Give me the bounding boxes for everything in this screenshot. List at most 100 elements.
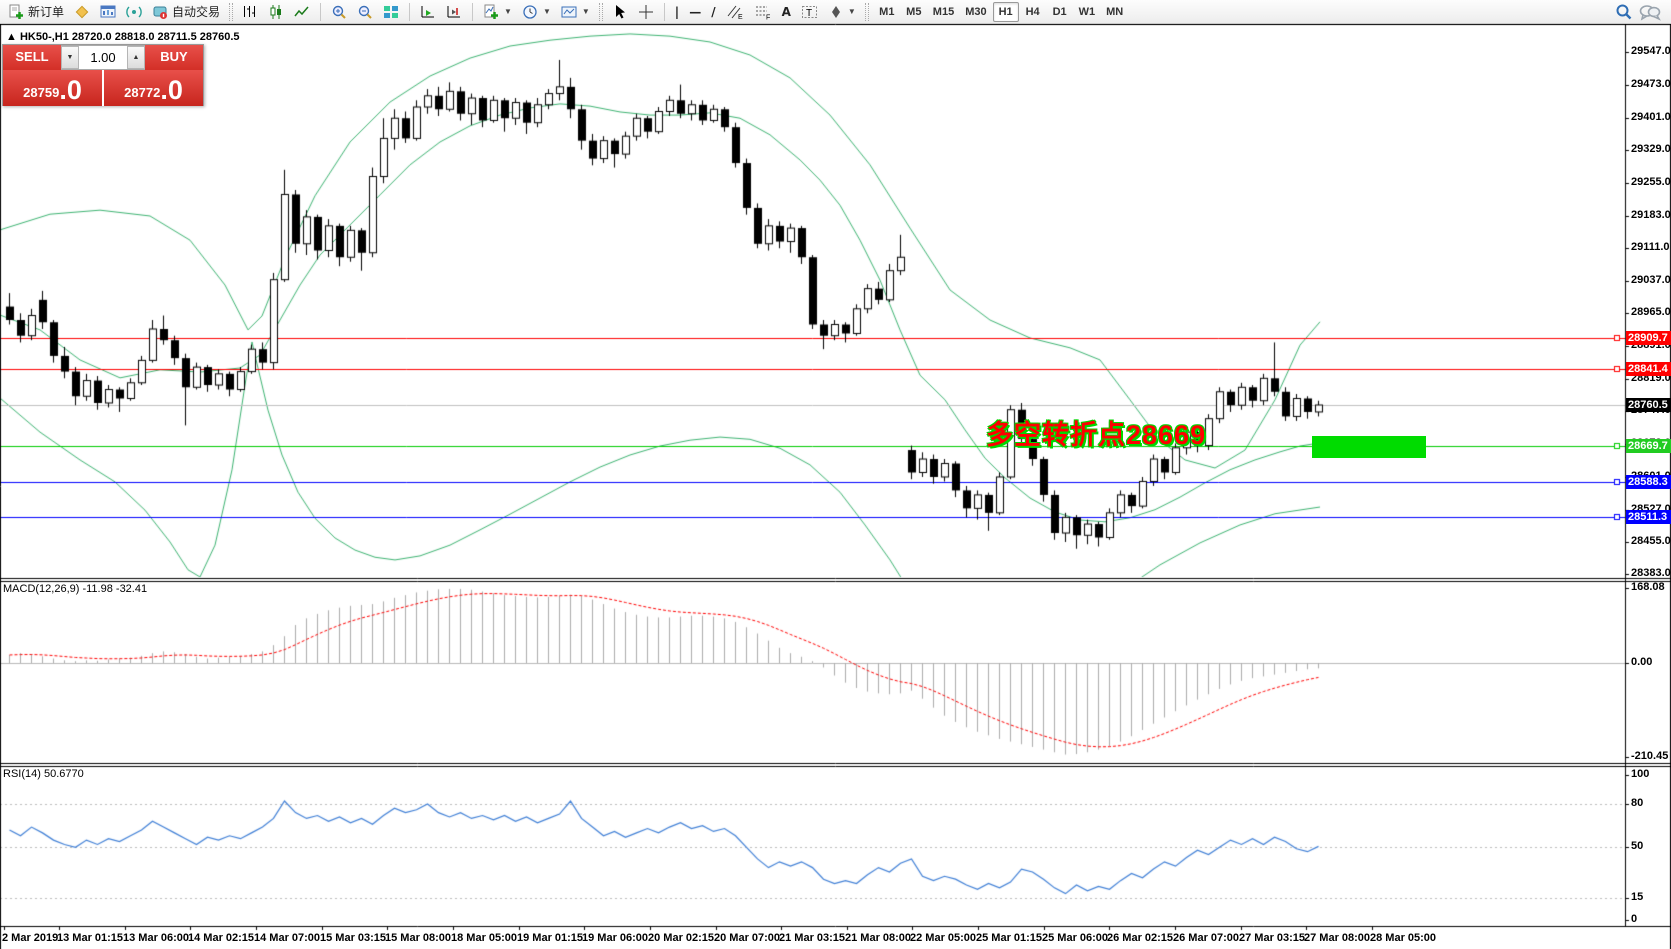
zoom-in-icon <box>331 4 347 20</box>
trendline-icon: / <box>711 4 716 19</box>
time-axis-label: 15 Mar 03:15 <box>320 932 387 944</box>
zoom-out-button[interactable] <box>353 1 377 22</box>
market-watch-button[interactable] <box>70 1 94 22</box>
templates-button[interactable]: ▼ <box>557 1 594 22</box>
zoom-in-button[interactable] <box>327 1 351 22</box>
fibonacci-button[interactable]: F <box>750 1 776 22</box>
time-axis-label: 28 Mar 05:00 <box>1370 932 1437 944</box>
cursor-button[interactable] <box>608 1 632 22</box>
time-axis-label: 15 Mar 08:00 <box>385 932 452 944</box>
chat-icon[interactable] <box>1639 3 1661 21</box>
periods-button[interactable]: ▼ <box>518 1 555 22</box>
buy-button[interactable]: BUY <box>145 45 203 70</box>
toolbar-separator <box>320 2 322 21</box>
signal-button[interactable] <box>122 1 146 22</box>
bar-chart-button[interactable] <box>238 1 262 22</box>
crosshair-button[interactable] <box>634 1 658 22</box>
time-axis-label: 13 Mar 06:00 <box>123 932 190 944</box>
time-axis-label: 20 Mar 07:00 <box>714 932 781 944</box>
data-window-button[interactable] <box>96 1 120 22</box>
macd-indicator-label: MACD(12,26,9) -11.98 -32.41 <box>3 583 148 595</box>
timeframe-button-m5[interactable]: M5 <box>906 5 922 18</box>
tile-windows-button[interactable] <box>379 1 403 22</box>
chart-shift-icon <box>446 4 462 20</box>
svg-text:T: T <box>806 8 812 19</box>
collapse-arrow-icon[interactable]: ▲ <box>6 31 20 43</box>
buy-price-main: 28772 <box>124 85 161 100</box>
symbol-ohlc-text: HK50-,H1 28720.0 28818.0 28711.5 28760.5 <box>19 31 240 43</box>
autotrading-label: 自动交易 <box>172 5 221 19</box>
line-chart-icon <box>294 4 310 20</box>
timeframe-group: M1 M5 M15 M30 H1 H4 D1 W1 MN <box>874 1 1128 22</box>
timeframe-button-h4[interactable]: H4 <box>1025 5 1040 18</box>
cursor-icon <box>612 4 628 20</box>
template-icon <box>561 4 577 20</box>
price-axis-label: 28383.0 <box>1631 567 1671 579</box>
price-axis-label: 28965.0 <box>1631 306 1671 318</box>
current-price-badge: 28760.5 <box>1626 398 1671 412</box>
text-button[interactable]: A <box>778 1 795 22</box>
search-icon[interactable] <box>1615 3 1633 21</box>
sell-price-main: 28759 <box>23 85 60 100</box>
symbol-info-bar: ▲ HK50-,H1 28720.0 28818.0 28711.5 28760… <box>6 31 240 43</box>
auto-scroll-button[interactable] <box>416 1 440 22</box>
line-chart-button[interactable] <box>290 1 314 22</box>
arrows-button[interactable]: ▼ <box>825 1 860 22</box>
time-axis-label: 20 Mar 02:15 <box>648 932 715 944</box>
volume-decrease-button[interactable]: ▼ <box>61 46 79 69</box>
auto-scroll-icon <box>420 4 436 20</box>
highlight-rectangle <box>1312 436 1426 458</box>
timeframe-button-w1[interactable]: W1 <box>1078 5 1096 18</box>
hline-price-badge: 28909.7 <box>1626 331 1671 345</box>
market-watch-icon <box>74 4 90 20</box>
sell-price[interactable]: 28759 .0 <box>3 70 102 106</box>
chart-shift-button[interactable] <box>442 1 466 22</box>
text-label-button[interactable]: T <box>797 1 823 22</box>
time-axis-label: 27 Mar 08:00 <box>1304 932 1371 944</box>
pivot-annotation-text: 多空转折点28669 <box>986 420 1207 450</box>
toolbar-separator <box>472 2 474 21</box>
new-order-button[interactable]: 新订单 <box>4 1 68 22</box>
buy-price[interactable]: 28772 .0 <box>104 70 203 106</box>
time-axis-label: 21 Mar 08:00 <box>845 932 912 944</box>
price-axis-label: 29547.0 <box>1631 45 1671 57</box>
time-axis-label: 14 Mar 02:15 <box>188 932 255 944</box>
price-axis-label: 29401.0 <box>1631 111 1671 123</box>
new-order-icon <box>8 4 24 20</box>
price-axis-label: 29329.0 <box>1631 143 1671 155</box>
volume-field[interactable]: 1.00 <box>79 46 127 69</box>
time-axis-label: 26 Mar 07:00 <box>1173 932 1240 944</box>
sell-button[interactable]: SELL <box>3 45 61 70</box>
timeframe-button-mn[interactable]: MN <box>1106 5 1124 18</box>
dropdown-caret-icon: ▼ <box>581 7 590 16</box>
toolbar-grip <box>229 2 234 21</box>
price-chart-canvas[interactable] <box>0 24 1671 949</box>
time-axis-label: 25 Mar 06:00 <box>1042 932 1109 944</box>
toolbar: 新订单 自动交易 ▼ ▼ ▼ | — / E F A T ▼ M1 M5 M15 M3… <box>0 0 1671 24</box>
timeframe-button-m1[interactable]: M1 <box>879 5 895 18</box>
toolbar-separator <box>409 2 411 21</box>
bar-chart-icon <box>242 4 258 20</box>
time-axis-label: 21 Mar 03:15 <box>779 932 846 944</box>
candlestick-chart-icon <box>268 4 284 20</box>
rsi-axis-label: 15 <box>1631 891 1644 903</box>
time-axis-label: 19 Mar 01:15 <box>517 932 584 944</box>
timeframe-button-h1[interactable]: H1 <box>992 1 1019 22</box>
indicators-button[interactable]: ▼ <box>479 1 516 22</box>
channel-button[interactable]: E <box>722 1 748 22</box>
timeframe-button-m30[interactable]: M30 <box>965 5 987 18</box>
time-axis-label: 26 Mar 02:15 <box>1107 932 1174 944</box>
toolbar-right-group <box>1615 3 1667 21</box>
timeframe-button-d1[interactable]: D1 <box>1052 5 1067 18</box>
candlestick-chart-button[interactable] <box>264 1 288 22</box>
one-click-trade-panel: SELL ▼ 1.00 ▲ BUY 28759 .0 28772 .0 <box>2 44 204 106</box>
autotrading-button[interactable]: 自动交易 <box>148 1 224 22</box>
clock-icon <box>522 4 538 20</box>
vertical-line-button[interactable]: | <box>671 1 683 22</box>
horizontal-line-button[interactable]: — <box>685 1 705 22</box>
volume-increase-button[interactable]: ▲ <box>127 46 145 69</box>
trendline-button[interactable]: / <box>707 1 719 22</box>
channel-letter: E <box>738 14 743 20</box>
rsi-axis-label: 50 <box>1631 840 1644 852</box>
timeframe-button-m15[interactable]: M15 <box>932 5 955 18</box>
